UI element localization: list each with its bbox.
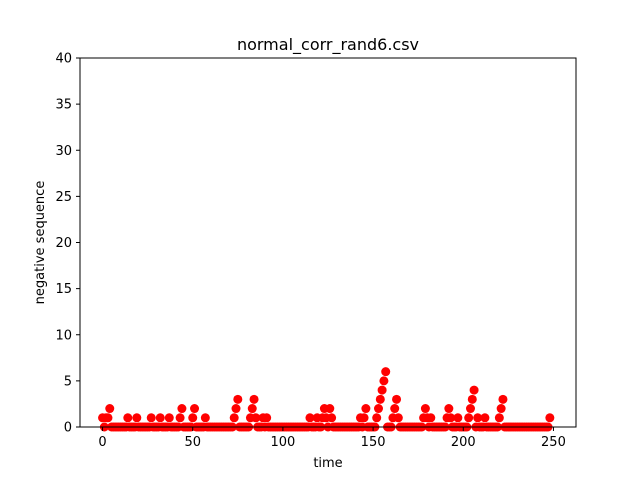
data-point	[390, 404, 400, 414]
y-axis-label: negative sequence	[33, 181, 48, 305]
data-point	[498, 394, 508, 404]
data-point	[359, 413, 369, 423]
data-point	[480, 413, 490, 423]
data-point	[175, 413, 185, 423]
y-tick-label: 25	[55, 190, 72, 205]
x-tick-label: 200	[451, 435, 476, 450]
data-point	[374, 404, 383, 414]
data-point	[164, 413, 174, 423]
y-tick-label: 30	[55, 144, 72, 159]
data-point	[146, 413, 156, 423]
data-point	[545, 413, 555, 423]
data-point	[361, 404, 371, 414]
x-tick-label: 150	[361, 435, 386, 450]
data-point	[132, 413, 142, 423]
x-axis: 0 50 100 150 200 250	[98, 427, 566, 450]
data-point	[465, 404, 475, 414]
data-point	[420, 404, 430, 414]
y-tick-label: 10	[55, 328, 72, 343]
data-point	[105, 404, 115, 414]
y-tick-label: 20	[55, 236, 72, 251]
data-point	[496, 404, 506, 414]
data-point	[229, 413, 239, 423]
data-point	[231, 404, 241, 414]
data-point	[379, 376, 389, 386]
y-tick-label: 0	[64, 421, 72, 436]
y-axis: 0 5 10 15 20 25 30 35 40	[55, 52, 80, 436]
data-point	[233, 394, 243, 404]
chart-title: normal_corr_rand6.csv	[237, 35, 419, 55]
data-point	[381, 367, 391, 377]
data-point	[247, 404, 257, 414]
data-point	[464, 413, 474, 423]
x-tick-label: 100	[270, 435, 295, 450]
data-point	[262, 413, 272, 423]
y-tick-label: 15	[55, 282, 72, 297]
data-point	[377, 385, 387, 395]
y-tick-label: 35	[55, 98, 72, 113]
data-point	[393, 413, 403, 423]
data-point	[325, 404, 335, 414]
y-tick-label: 40	[55, 52, 72, 67]
data-point	[190, 404, 200, 414]
x-axis-label: time	[313, 456, 342, 471]
data-point	[123, 413, 133, 423]
data-point	[426, 413, 436, 423]
x-tick-label: 250	[541, 435, 566, 450]
data-point	[375, 394, 385, 404]
data-point	[249, 394, 259, 404]
data-point	[494, 413, 504, 423]
data-point	[453, 413, 463, 423]
data-point	[467, 394, 477, 404]
data-point	[103, 413, 113, 423]
data-point	[200, 413, 210, 423]
data-point	[305, 413, 315, 423]
x-tick-label: 50	[184, 435, 201, 450]
data-point	[372, 413, 382, 423]
data-point	[392, 394, 402, 404]
data-point	[446, 413, 456, 423]
data-point	[188, 413, 198, 423]
data-point	[155, 413, 165, 423]
data-point	[177, 404, 187, 414]
data-point	[327, 413, 337, 423]
data-point	[444, 404, 454, 414]
data-point	[251, 413, 261, 423]
x-tick-label: 0	[98, 435, 106, 450]
data-point	[473, 413, 483, 423]
data-point	[469, 385, 479, 395]
y-tick-label: 5	[64, 374, 72, 389]
